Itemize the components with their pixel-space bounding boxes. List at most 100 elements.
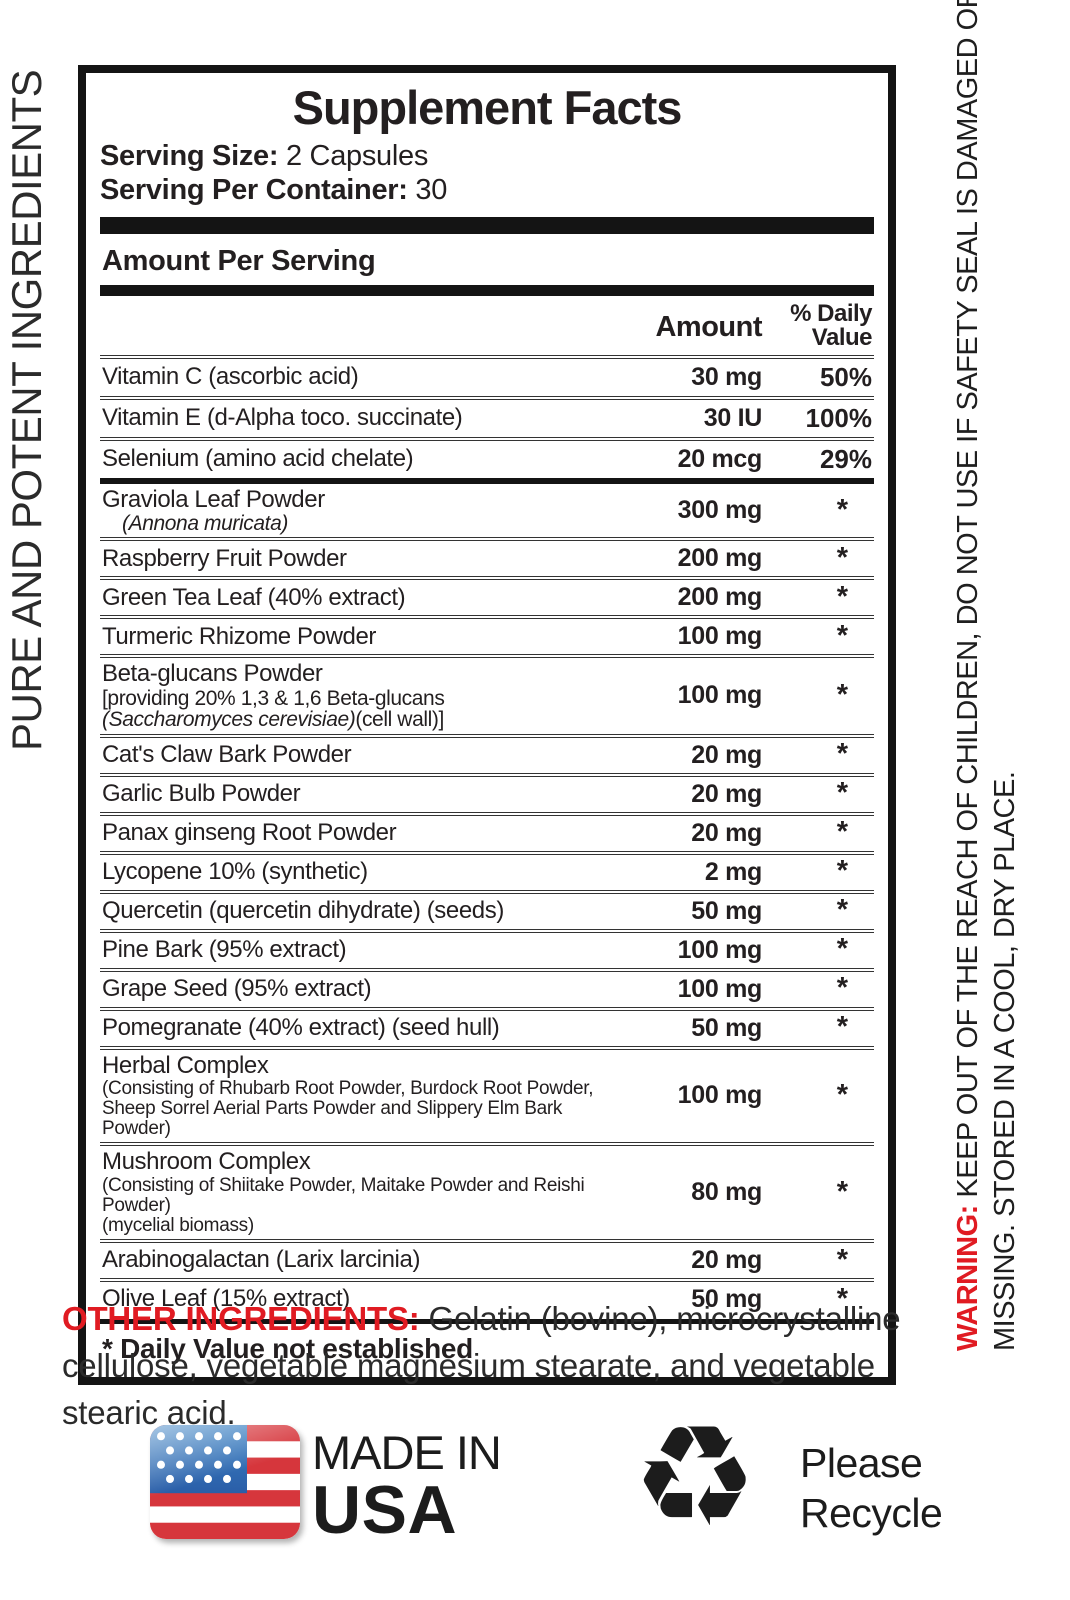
- table-row-arabinogalactan: Arabinogalactan (Larix larcinia) 20 mg *: [100, 1239, 874, 1278]
- usa-label: USA: [312, 1472, 458, 1549]
- warning-line-2: MISSING. STORED IN A COOL, DRY PLACE.: [989, 771, 1021, 1351]
- warning-label: WARNING:: [952, 1205, 984, 1351]
- other-ingredients-paragraph: OTHER INGREDIENTS: Gelatin (bovine), mic…: [62, 1295, 936, 1437]
- supplement-facts-panel: Supplement Facts Serving Size: 2 Capsule…: [78, 65, 896, 1386]
- table-row-pine-bark: Pine Bark (95% extract) 100 mg *: [100, 928, 874, 968]
- ingredient-daily-value: 50%: [819, 361, 872, 392]
- panel-title: Supplement Facts: [292, 81, 683, 134]
- ingredient-name: Grape Seed (95% extract): [102, 974, 372, 1002]
- warning-vertical-text: WARNING: KEEP OUT OF THE REACH OF CHILDR…: [950, 0, 1026, 1351]
- ingredient-daily-value: *: [836, 933, 848, 966]
- made-in-usa-text: MADE IN USA: [312, 1428, 502, 1549]
- serving-per-label: Serving Per Container:: [100, 173, 408, 206]
- table-row-quercetin: Quercetin (quercetin dihydrate) (seeds) …: [100, 889, 874, 929]
- divider-bar-medium: [100, 284, 874, 296]
- ingredient-amount: 20 mg: [691, 779, 762, 808]
- ingredient-name: Arabinogalactan (Larix larcinia): [102, 1246, 421, 1274]
- serving-size: Serving Size: 2 Capsules: [100, 140, 874, 174]
- ingredient-name: Turmeric Rhizome Powder: [102, 622, 376, 650]
- ingredient-daily-value: *: [836, 816, 848, 849]
- table-row-lycopene: Lycopene 10% (synthetic) 2 mg *: [100, 850, 874, 890]
- ingredient-amount: 20 mg: [691, 740, 762, 769]
- ingredient-amount: 20 mcg: [677, 444, 763, 473]
- ingredient-name: Herbal Complex: [102, 1051, 269, 1079]
- table-row-raspberry: Raspberry Fruit Powder 200 mg *: [100, 537, 874, 576]
- serving-per-container: Serving Per Container: 30: [100, 174, 874, 208]
- amount-per-serving-heading: Amount Per Serving: [102, 244, 376, 277]
- daily-value-footnote: * Daily Value not established: [102, 1333, 473, 1365]
- other-ingredients-label: OTHER INGREDIENTS:: [62, 1300, 420, 1337]
- ingredient-amount: 50 mg: [691, 896, 762, 925]
- ingredient-daily-value: *: [836, 1282, 848, 1315]
- ingredient-name: Graviola Leaf Powder: [102, 485, 325, 513]
- col-header-amount: Amount: [655, 310, 762, 343]
- ingredient-name: Mushroom Complex: [102, 1148, 311, 1176]
- serving-size-label: Serving Size:: [100, 140, 279, 173]
- ingredient-subtext: (Consisting of Shiitake Powder, Maitake …: [102, 1174, 585, 1216]
- ingredient-daily-value: *: [836, 620, 848, 653]
- ingredient-daily-value: 29%: [819, 443, 872, 474]
- ingredient-name: Vitamin E (d-Alpha toco. succinate): [102, 403, 463, 431]
- please-recycle-text: Please Recycle: [800, 1438, 943, 1538]
- ingredient-name: Beta-glucans Powder: [102, 660, 323, 688]
- ingredient-name: Olive Leaf (15% extract): [102, 1285, 350, 1313]
- ingredient-subtext: (mycelial biomass): [102, 1214, 254, 1236]
- table-row-olive-leaf: Olive Leaf (15% extract) 50 mg *: [100, 1278, 874, 1317]
- table-row-pomegranate: Pomegranate (40% extract) (seed hull) 50…: [100, 1006, 874, 1046]
- recycle-line: Recycle: [800, 1490, 943, 1537]
- table-row-graviola: Graviola Leaf Powder (Annona muricata) 3…: [100, 477, 874, 538]
- ingredient-amount: 2 mg: [704, 857, 762, 886]
- other-ingredients-text: Gelatin (bovine), microcrystalline cellu…: [62, 1300, 901, 1432]
- ingredient-name: Cat's Claw Bark Powder: [102, 740, 352, 768]
- ingredient-daily-value: *: [836, 972, 848, 1005]
- col-header-daily-value: % Daily Value: [790, 299, 872, 352]
- ingredient-name: Panax ginseng Root Powder: [102, 818, 397, 846]
- ingredient-subtext: Sheep Sorrel Aerial Parts Powder and Sli…: [102, 1098, 563, 1140]
- ingredient-amount: 300 mg: [677, 495, 763, 524]
- ingredient-amount: 100 mg: [677, 681, 763, 710]
- ingredient-daily-value: *: [836, 1011, 848, 1044]
- table-row-turmeric: Turmeric Rhizome Powder 100 mg *: [100, 615, 874, 654]
- ingredient-amount: 200 mg: [677, 583, 763, 612]
- us-flag-icon: [150, 1425, 300, 1539]
- divider-bar-footnote: [100, 1319, 874, 1325]
- ingredient-amount: 100 mg: [677, 935, 763, 964]
- table-row-selenium: Selenium (amino acid chelate) 20 mcg 29%: [100, 436, 874, 478]
- table-row-garlic: Garlic Bulb Powder 20 mg *: [100, 772, 874, 812]
- table-row-vitamin-c: Vitamin C (ascorbic acid) 30 mg 50%: [100, 354, 874, 396]
- ingredient-amount: 100 mg: [677, 1081, 763, 1110]
- ingredient-daily-value: *: [836, 679, 848, 712]
- ingredient-amount: 30 IU: [703, 403, 763, 432]
- ingredient-amount: 50 mg: [691, 1285, 762, 1314]
- ingredient-subtext: (Saccharomyces cerevisiae)(cell wall)]: [102, 708, 444, 732]
- please-line: Please: [800, 1440, 923, 1486]
- table-row-beta-glucans: Beta-glucans Powder [providing 20% 1,3 &…: [100, 654, 874, 733]
- table-header: Amount % Daily Value: [100, 296, 874, 355]
- ingredient-subtext: [providing 20% 1,3 & 1,6 Beta-glucans: [102, 686, 445, 710]
- table-row-cats-claw: Cat's Claw Bark Powder 20 mg *: [100, 733, 874, 773]
- ingredient-daily-value: *: [836, 542, 848, 575]
- ingredient-name: Raspberry Fruit Powder: [102, 544, 347, 572]
- divider-bar-thick: [100, 216, 874, 234]
- ingredient-subtext: (Annona muricata): [122, 511, 288, 535]
- ingredient-daily-value: *: [836, 493, 848, 526]
- serving-per-value: 30: [407, 173, 448, 206]
- ingredient-amount: 100 mg: [677, 622, 763, 651]
- ingredient-amount: 20 mg: [691, 818, 762, 847]
- ingredient-daily-value: *: [836, 855, 848, 888]
- ingredient-daily-value: *: [836, 1079, 848, 1112]
- ingredient-amount: 20 mg: [691, 1246, 762, 1275]
- table-row-green-tea: Green Tea Leaf (40% extract) 200 mg *: [100, 576, 874, 615]
- ingredient-name: Green Tea Leaf (40% extract): [102, 583, 406, 611]
- ingredient-name: Pomegranate (40% extract) (seed hull): [102, 1013, 500, 1041]
- warning-text-1: KEEP OUT OF THE REACH OF CHILDREN, DO NO…: [952, 0, 984, 1206]
- ingredient-amount: 200 mg: [677, 544, 763, 573]
- ingredient-amount: 50 mg: [691, 1013, 762, 1042]
- serving-size-value: 2 Capsules: [278, 140, 429, 173]
- ingredient-subtext: (Consisting of Rhubarb Root Powder, Burd…: [102, 1077, 594, 1099]
- ingredient-daily-value: *: [836, 581, 848, 614]
- table-row-grape-seed: Grape Seed (95% extract) 100 mg *: [100, 967, 874, 1007]
- table-row-vitamin-e: Vitamin E (d-Alpha toco. succinate) 30 I…: [100, 395, 874, 437]
- table-row-mushroom-complex: Mushroom Complex (Consisting of Shiitake…: [100, 1142, 874, 1239]
- warning-line-1: WARNING: KEEP OUT OF THE REACH OF CHILDR…: [950, 0, 987, 1351]
